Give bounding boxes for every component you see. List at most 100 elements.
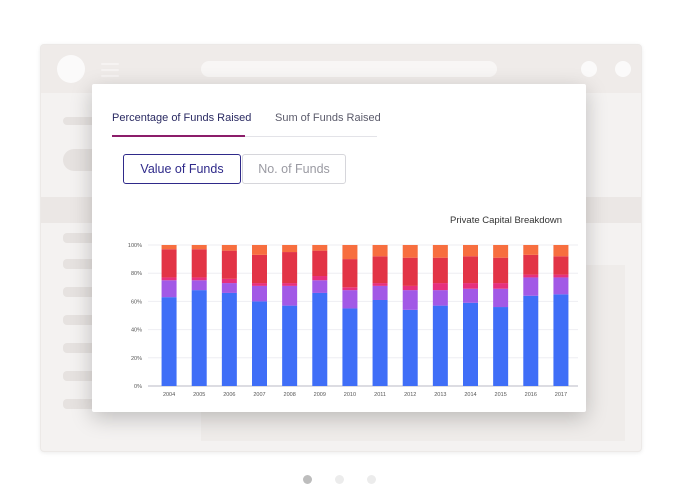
bar-segment — [221, 283, 237, 293]
bar-segment — [402, 290, 418, 310]
bar-segment — [191, 277, 207, 281]
x-tick-label: 2016 — [525, 392, 537, 398]
x-tick-label: 2008 — [284, 392, 296, 398]
bar-segment — [372, 256, 388, 284]
bar-segment — [372, 283, 388, 286]
x-tick-label: 2014 — [464, 392, 476, 398]
bar-segment — [161, 249, 177, 278]
bar-segment — [342, 245, 358, 260]
funds-card: Percentage of Funds Raised Sum of Funds … — [92, 84, 586, 412]
bar-segment — [553, 245, 569, 257]
bar-segment — [402, 257, 418, 286]
bar-segment — [493, 257, 509, 284]
background-button-2 — [615, 61, 631, 77]
y-tick-label: 60% — [131, 299, 142, 305]
bar-segment — [493, 288, 509, 308]
bar-segment — [252, 245, 267, 255]
bar-segment — [463, 288, 478, 303]
bar-segment — [493, 307, 509, 386]
bar-segment — [553, 294, 569, 386]
bar-segment — [161, 297, 177, 386]
bar-segment — [342, 308, 358, 386]
bar-segment — [221, 278, 237, 284]
x-tick-label: 2007 — [253, 392, 265, 398]
bar-segment — [432, 290, 448, 306]
x-tick-label: 2006 — [223, 392, 235, 398]
bar-segment — [191, 290, 207, 386]
bar-segment — [523, 277, 539, 296]
x-tick-label: 2015 — [495, 392, 507, 398]
background-avatar — [57, 55, 85, 83]
bar-segment — [312, 250, 328, 277]
tab-sum-of-funds-raised[interactable]: Sum of Funds Raised — [275, 112, 381, 124]
bar-segment — [252, 254, 267, 284]
bar-segment — [342, 259, 358, 288]
no-of-funds-toggle[interactable]: No. of Funds — [242, 154, 346, 184]
y-tick-label: 40% — [131, 328, 142, 334]
bar-segment — [161, 245, 177, 250]
bar-segment — [312, 245, 328, 251]
x-tick-label: 2013 — [434, 392, 446, 398]
bar-segment — [191, 280, 207, 291]
x-tick-label: 2011 — [374, 392, 386, 398]
y-tick-label: 20% — [131, 356, 142, 362]
bar-segment — [463, 283, 478, 289]
bar-segment — [523, 245, 539, 255]
x-tick-label: 2005 — [193, 392, 205, 398]
bar-segment — [553, 274, 569, 278]
bar-segment — [432, 245, 448, 258]
bar-segment — [312, 280, 328, 293]
bar-segment — [372, 245, 388, 257]
bar-segment — [523, 254, 539, 275]
y-tick-label: 100% — [128, 243, 142, 249]
bar-segment — [282, 285, 298, 306]
bar-segment — [252, 285, 267, 302]
bar-segment — [432, 257, 448, 284]
bar-segment — [161, 280, 177, 298]
y-tick-label: 0% — [134, 384, 142, 390]
value-of-funds-toggle[interactable]: Value of Funds — [123, 154, 241, 184]
x-tick-label: 2017 — [555, 392, 567, 398]
background-line — [63, 117, 103, 125]
background-address-bar — [201, 61, 497, 77]
bar-segment — [191, 245, 207, 250]
bar-segment — [191, 249, 207, 278]
bar-segment — [282, 283, 298, 286]
bar-segment — [463, 302, 478, 386]
bar-segment — [463, 245, 478, 257]
bar-segment — [553, 256, 569, 275]
bar-segment — [252, 283, 267, 286]
background-line — [63, 371, 103, 381]
bar-segment — [402, 245, 418, 258]
active-tab-indicator — [112, 135, 245, 137]
x-tick-label: 2004 — [163, 392, 175, 398]
bar-segment — [432, 283, 448, 291]
x-tick-label: 2010 — [344, 392, 356, 398]
bar-segment — [161, 277, 177, 281]
background-menu-icon — [101, 63, 119, 77]
bar-segment — [342, 287, 358, 291]
chart-title: Private Capital Breakdown — [450, 215, 562, 226]
background-line — [63, 287, 103, 297]
x-tick-label: 2009 — [314, 392, 326, 398]
bar-segment — [432, 305, 448, 386]
bar-segment — [493, 283, 509, 289]
tab-percentage-of-funds-raised[interactable]: Percentage of Funds Raised — [112, 112, 252, 124]
bar-segment — [221, 250, 237, 279]
carousel-dot-2[interactable] — [335, 475, 344, 484]
bar-segment — [221, 245, 237, 251]
bar-segment — [252, 301, 267, 386]
carousel-dot-3[interactable] — [367, 475, 376, 484]
x-tick-label: 2012 — [404, 392, 416, 398]
bar-segment — [282, 252, 298, 284]
carousel-dot-1[interactable] — [303, 475, 312, 484]
private-capital-chart: 0% 20% 40% 60% 80% 100% 2004 2005 2006 2007 2008 20… — [128, 243, 578, 398]
background-line — [63, 343, 103, 353]
background-line — [63, 233, 103, 243]
background-button-1 — [581, 61, 597, 77]
bar-segment — [402, 285, 418, 291]
bar-segment — [523, 295, 539, 386]
bar-segment — [342, 290, 358, 309]
bar-segment — [312, 292, 328, 386]
bar-segment — [463, 256, 478, 284]
